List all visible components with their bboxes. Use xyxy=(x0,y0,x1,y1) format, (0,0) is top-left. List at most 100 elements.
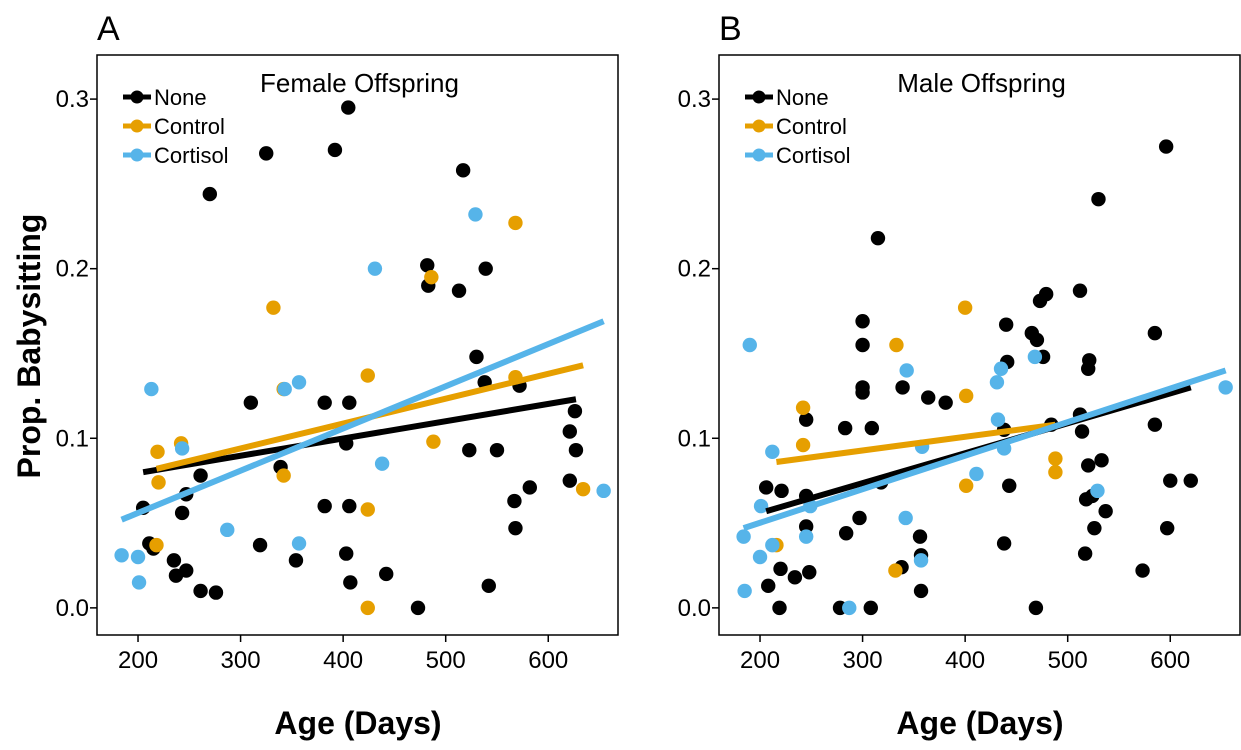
point-b-none-23 xyxy=(895,380,910,395)
point-b-cortisol-2 xyxy=(742,337,757,353)
y-tick-label-a-1: 0.1 xyxy=(56,425,89,452)
legend-label-a-none: None xyxy=(154,85,207,110)
point-b-none-36 xyxy=(1029,332,1045,348)
point-b-control-5 xyxy=(957,300,973,315)
point-a-none-22 xyxy=(341,100,356,115)
point-a-cortisol-3 xyxy=(144,381,159,397)
point-a-none-31 xyxy=(455,163,471,178)
point-b-cortisol-6 xyxy=(765,537,780,553)
point-a-none-8 xyxy=(193,468,208,483)
point-b-none-4 xyxy=(774,483,789,499)
point-b-none-57 xyxy=(1158,139,1174,154)
point-a-none-11 xyxy=(208,585,224,600)
point-b-none-28 xyxy=(938,395,953,410)
point-a-control-14 xyxy=(575,481,591,497)
x-axis-title-a: Age (Days) xyxy=(274,705,441,741)
point-a-none-27 xyxy=(410,600,426,616)
point-a-none-13 xyxy=(252,537,268,553)
point-a-none-32 xyxy=(462,442,477,458)
point-a-cortisol-5 xyxy=(220,522,235,538)
point-b-cortisol-20 xyxy=(1090,483,1105,499)
point-a-none-21 xyxy=(339,546,354,561)
point-a-none-25 xyxy=(343,575,358,590)
point-b-cortisol-0 xyxy=(736,529,751,544)
panel-a: A Female Offspring 200 300 400 500 600 0.0 0.1 0.… xyxy=(56,10,619,674)
legend-marker-a-none xyxy=(130,90,144,104)
point-b-cortisol-4 xyxy=(753,498,769,514)
point-b-control-8 xyxy=(1048,451,1063,466)
point-b-none-5 xyxy=(787,570,803,585)
point-b-cortisol-1 xyxy=(737,583,752,599)
point-a-control-9 xyxy=(360,600,375,616)
point-a-cortisol-1 xyxy=(130,549,146,565)
point-b-none-9 xyxy=(802,565,817,580)
point-a-control-8 xyxy=(360,502,375,517)
point-b-control-7 xyxy=(958,478,974,493)
point-a-none-42 xyxy=(562,424,577,439)
point-b-none-27 xyxy=(921,390,936,405)
x-tick-label-b-300: 300 xyxy=(843,647,883,674)
point-b-none-39 xyxy=(1038,286,1054,302)
fit-line-a-none xyxy=(142,396,577,476)
point-b-cortisol-3 xyxy=(752,549,768,565)
point-b-cortisol-7 xyxy=(798,529,814,544)
point-a-none-45 xyxy=(568,442,584,458)
legend-marker-b-none xyxy=(752,90,766,104)
point-b-none-8 xyxy=(798,519,814,534)
fit-line-a-cortisol xyxy=(120,318,605,523)
point-b-none-20 xyxy=(870,230,886,246)
point-b-none-18 xyxy=(863,600,878,616)
point-b-cortisol-11 xyxy=(899,363,914,378)
point-b-cortisol-15 xyxy=(989,375,1005,390)
point-a-none-35 xyxy=(478,261,493,276)
panel-b: B Male Offspring 200 300 400 500 600 0.0 0.1 0.2 0… xyxy=(678,10,1241,674)
point-b-none-17 xyxy=(855,385,870,400)
x-tick-label-b-600: 600 xyxy=(1150,647,1190,674)
point-b-none-50 xyxy=(1087,520,1102,536)
point-a-none-3 xyxy=(166,553,182,568)
legend-a: None Control Cortisol xyxy=(123,85,229,168)
point-a-none-23 xyxy=(342,395,357,410)
x-axis-title-b: Age (Days) xyxy=(896,705,1063,741)
point-b-none-51 xyxy=(1091,191,1106,207)
point-b-none-58 xyxy=(1159,520,1175,536)
point-a-none-30 xyxy=(451,283,467,298)
point-b-control-4 xyxy=(889,337,904,353)
legend-label-b-cortisol: Cortisol xyxy=(776,143,851,168)
point-b-none-54 xyxy=(1135,563,1150,578)
y-tick-label-a-0: 0.0 xyxy=(56,595,89,622)
point-a-none-43 xyxy=(562,473,577,488)
point-b-none-56 xyxy=(1147,417,1163,432)
point-b-none-31 xyxy=(998,317,1014,332)
point-b-none-3 xyxy=(773,561,788,577)
point-b-cortisol-21 xyxy=(1218,380,1233,395)
point-b-none-44 xyxy=(1077,546,1093,561)
point-b-none-1 xyxy=(761,578,776,594)
point-b-cortisol-19 xyxy=(1027,349,1043,365)
point-a-control-7 xyxy=(360,368,375,383)
point-a-control-6 xyxy=(276,468,291,483)
plot-frame-b xyxy=(718,54,1241,636)
point-b-none-0 xyxy=(758,480,774,495)
point-a-control-10 xyxy=(424,269,439,285)
point-b-none-60 xyxy=(1183,473,1198,488)
point-b-none-33 xyxy=(1002,478,1017,493)
point-b-control-6 xyxy=(958,388,974,404)
legend-b: None Control Cortisol xyxy=(745,85,851,168)
point-b-none-59 xyxy=(1163,473,1178,488)
point-b-none-35 xyxy=(1028,600,1044,616)
point-b-control-3 xyxy=(888,563,903,578)
legend-label-b-control: Control xyxy=(776,114,847,139)
legend-marker-b-cortisol xyxy=(752,148,766,162)
y-tick-label-b-1: 0.1 xyxy=(678,425,711,452)
point-a-none-5 xyxy=(174,505,190,521)
point-b-none-2 xyxy=(772,600,787,616)
point-a-control-4 xyxy=(266,300,281,315)
point-a-cortisol-12 xyxy=(596,483,611,499)
point-b-cortisol-16 xyxy=(990,412,1006,427)
point-a-none-16 xyxy=(288,553,304,568)
point-a-none-12 xyxy=(243,395,259,410)
point-b-control-1 xyxy=(795,400,811,415)
legend-marker-a-control xyxy=(130,119,144,133)
